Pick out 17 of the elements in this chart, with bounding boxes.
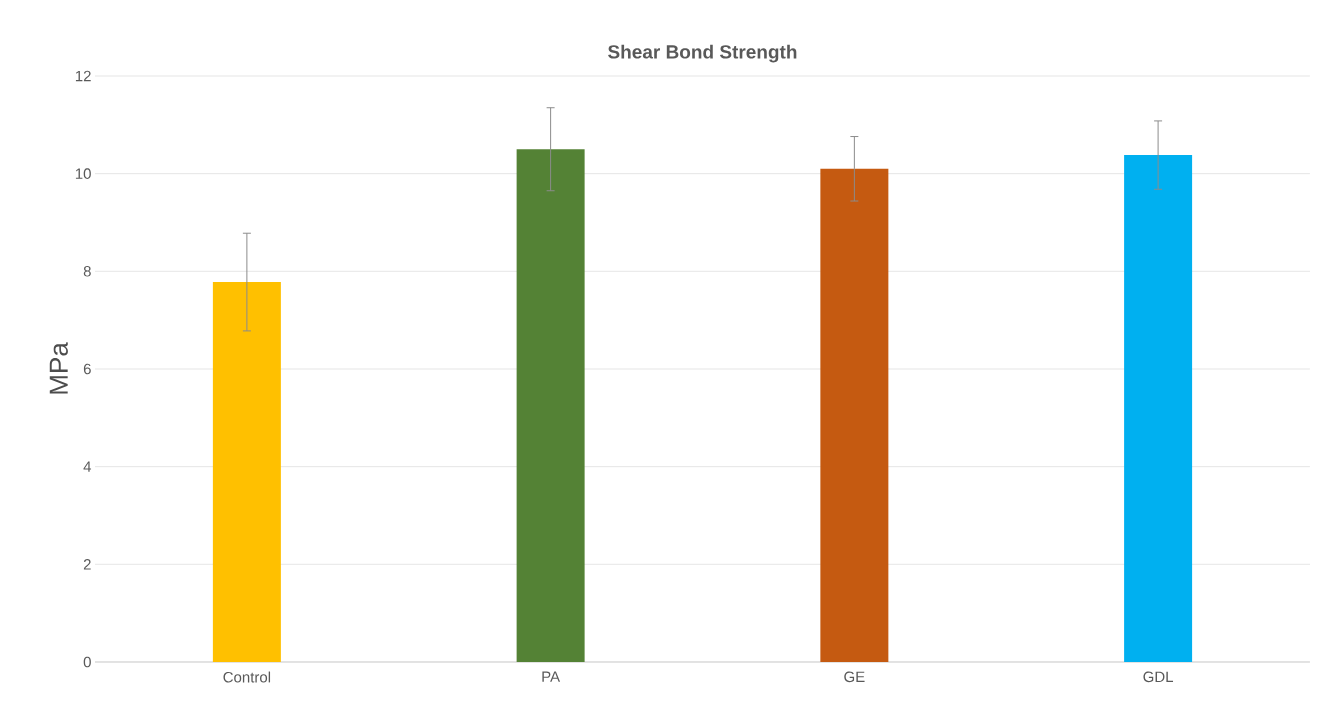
x-tick-label: GE bbox=[844, 671, 865, 683]
bar bbox=[516, 149, 585, 662]
y-tick-label: 8 bbox=[83, 266, 91, 277]
x-tick-label: GDL bbox=[1143, 671, 1174, 683]
y-tick-label: 0 bbox=[83, 656, 91, 668]
y-tick-label: 6 bbox=[83, 363, 91, 375]
bar bbox=[212, 282, 281, 662]
y-tick-label: 4 bbox=[83, 461, 92, 472]
chart-title: Shear Bond Strength bbox=[608, 44, 797, 63]
y-axis-title: MPa bbox=[49, 342, 68, 394]
x-tick-label: Control bbox=[223, 671, 271, 683]
y-tick-label: 10 bbox=[75, 168, 91, 179]
bar bbox=[820, 168, 889, 662]
x-tick-label: PA bbox=[542, 671, 561, 682]
bar bbox=[1124, 155, 1193, 662]
y-tick-label: 2 bbox=[83, 559, 91, 570]
y-tick-label: 12 bbox=[75, 70, 91, 82]
